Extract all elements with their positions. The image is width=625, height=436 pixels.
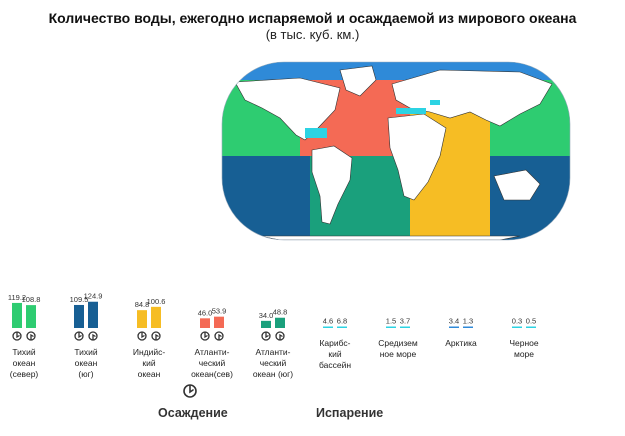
bar-precipitation-8 <box>512 326 522 328</box>
value-label: 119.2 <box>8 293 26 302</box>
bar-precipitation-0 <box>12 302 22 328</box>
category-label: Атланти-ческий океан(сев) <box>191 347 233 379</box>
precipitation-icon <box>183 384 197 398</box>
bar-evaporation-2 <box>151 306 161 328</box>
bar-evaporation-5 <box>337 326 347 328</box>
value-label: 109.5 <box>70 295 89 304</box>
bar-precipitation-6 <box>386 326 396 328</box>
bar-evaporation-3 <box>214 316 224 328</box>
value-label: 48.8 <box>273 308 288 317</box>
map-land-africa <box>387 113 447 201</box>
category-label: Арктика <box>445 338 477 348</box>
value-label: 34.0 <box>259 311 274 320</box>
evaporation-icon <box>151 331 161 341</box>
value-label: 46.0 <box>198 308 213 317</box>
category-label: Тихий океан (север) <box>9 347 39 379</box>
value-label: 4.6 <box>323 317 333 326</box>
evaporation-icon <box>275 331 285 341</box>
map-land-north-america <box>234 77 341 141</box>
category-label: Карибс-кий бассейн <box>318 338 352 370</box>
precipitation-icon <box>200 331 210 341</box>
map-caribbean <box>305 128 327 138</box>
bar-evaporation-8 <box>526 326 536 328</box>
value-label: 53.9 <box>212 307 227 316</box>
bar-precipitation-1 <box>74 304 84 328</box>
legend-precipitation-label: Осаждение <box>158 406 228 420</box>
value-label: 108.8 <box>22 295 41 304</box>
value-label: 124.9 <box>84 292 103 301</box>
map-land-greenland <box>339 65 377 97</box>
legend-evaporation-label: Испарение <box>316 406 384 420</box>
chart-title: Количество воды, ежегодно испаряемой и о… <box>48 10 577 26</box>
precipitation-icon <box>261 331 271 341</box>
evaporation-icon <box>88 331 98 341</box>
category-label: Средизем ное море <box>378 338 418 359</box>
bar-evaporation-1 <box>88 301 98 328</box>
value-label: 0.5 <box>526 317 536 326</box>
evaporation-icon <box>214 331 224 341</box>
precipitation-icon <box>74 331 84 341</box>
bar-evaporation-4 <box>275 317 285 328</box>
value-label: 1.5 <box>386 317 396 326</box>
bar-precipitation-2 <box>137 310 147 328</box>
category-label: Тихий океан (юг) <box>74 347 98 379</box>
value-label: 3.4 <box>449 317 459 326</box>
value-label: 3.7 <box>400 317 410 326</box>
value-label: 6.8 <box>337 317 347 326</box>
value-label: 84.8 <box>135 300 150 309</box>
map-mediterranean <box>396 108 426 114</box>
bar-precipitation-5 <box>323 326 333 328</box>
evaporation-icon <box>26 331 36 341</box>
bar-evaporation-6 <box>400 326 410 328</box>
precipitation-icon <box>137 331 147 341</box>
map-black-sea <box>430 100 440 105</box>
map-land-antarctica <box>259 235 521 240</box>
world-ocean-map <box>221 61 571 241</box>
category-label: Черное море <box>509 338 539 359</box>
bar-precipitation-4 <box>261 320 271 328</box>
map-land-australia <box>493 169 541 201</box>
value-label: 100.6 <box>147 297 166 306</box>
value-label: 1.3 <box>463 317 473 326</box>
precipitation-icon <box>12 331 22 341</box>
value-label: 0.3 <box>512 317 522 326</box>
bar-precipitation-7 <box>449 326 459 328</box>
map-land-south-america <box>311 145 353 225</box>
category-label: Индийс-кий океан <box>132 347 166 379</box>
category-label: Атланти-ческий океан (юг) <box>252 347 294 379</box>
bar-precipitation-3 <box>200 318 210 328</box>
bar-evaporation-0 <box>26 305 36 328</box>
chart-subtitle: (в тыс. куб. км.) <box>265 27 360 42</box>
bar-evaporation-7 <box>463 326 473 328</box>
